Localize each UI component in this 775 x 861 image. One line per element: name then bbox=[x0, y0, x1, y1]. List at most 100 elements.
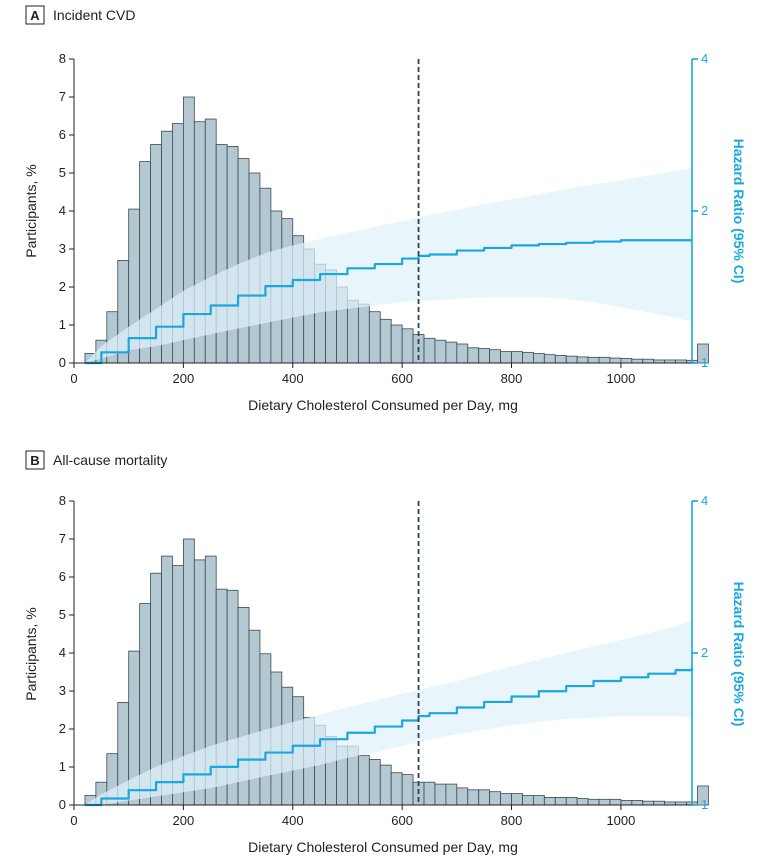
panel-b-x-tick-label: 200 bbox=[173, 813, 195, 828]
panel-b-letter-box bbox=[25, 450, 45, 470]
panel-a-y-tick-label: 6 bbox=[59, 127, 66, 142]
panel-b-hazard-ratio-line bbox=[84, 667, 694, 807]
panel-a-histogram-bar bbox=[697, 343, 709, 364]
panel-b-y-tick-label: 1 bbox=[59, 759, 66, 774]
panel-a-histogram-bar bbox=[467, 347, 480, 364]
panel-b-histogram-bar bbox=[697, 785, 709, 806]
panel-a-histogram-bar bbox=[511, 351, 523, 364]
panel-a-title: Incident CVD bbox=[53, 7, 135, 23]
panel-a-histogram-bar bbox=[347, 299, 359, 364]
panel-b-y-tick-label: 0 bbox=[59, 797, 66, 812]
panel-b-histogram-bar bbox=[642, 800, 655, 806]
panel-a-histogram-bar bbox=[532, 353, 545, 364]
panel-b-y-right-tick-label: 1 bbox=[701, 797, 708, 812]
panel-b: B All-cause mortality 0 1 2 3 4 5 6 7 8 0 200 400 60… bbox=[23, 450, 747, 855]
panel-a-histogram-bar bbox=[642, 358, 655, 364]
panel-a-y-right-axis-title: Hazard Ratio (95% CI) bbox=[731, 139, 747, 284]
panel-a-histogram-bar bbox=[598, 356, 611, 364]
panel-b-x-axis-title: Dietary Cholesterol Consumed per Day, mg bbox=[248, 839, 518, 855]
panel-b-x-tick-label: 1000 bbox=[606, 813, 635, 828]
panel-b-histogram-bar bbox=[456, 787, 469, 806]
panel-a-histogram-bar bbox=[401, 328, 414, 364]
panel-a-histogram-bar bbox=[620, 358, 633, 364]
panel-b-histogram-bar bbox=[598, 798, 611, 806]
panel-b-histogram-bar bbox=[576, 798, 589, 806]
panel-a-histogram-bar bbox=[522, 351, 534, 364]
panel-a-y-tick-label: 5 bbox=[59, 165, 66, 180]
panel-b-histogram-bar bbox=[357, 755, 370, 806]
panel-a-histogram-bar bbox=[478, 348, 491, 364]
panel-a-histogram-bar bbox=[390, 324, 403, 364]
panel-a-marks: 0 1 2 3 4 5 6 7 8 0 200 400 600 800 1000 1 2 4 bbox=[59, 51, 709, 386]
panel-a-x-tick-label: 0 bbox=[70, 371, 77, 386]
panel-a-y-tick-label: 7 bbox=[59, 89, 66, 104]
panel-b-histogram-bar bbox=[390, 772, 403, 806]
panel-b-histogram-bar bbox=[379, 764, 392, 806]
panel-a-histogram-bar bbox=[456, 343, 469, 364]
panel-b-y-tick-label: 3 bbox=[59, 683, 66, 698]
panel-a-histogram-bar bbox=[226, 145, 239, 364]
panel-a-y-tick-label: 0 bbox=[59, 355, 66, 370]
panel-a-histogram-bar bbox=[379, 318, 392, 364]
panel-a-y-right-tick-label: 4 bbox=[701, 51, 708, 66]
panel-a-y-tick-label: 1 bbox=[59, 317, 66, 332]
panel-a-histogram-bar bbox=[500, 351, 512, 364]
panel-b-histogram-bar bbox=[478, 789, 491, 806]
panel-b-x-tick-label: 400 bbox=[282, 813, 304, 828]
panel-b-histogram-bar bbox=[368, 759, 381, 806]
panel-a-histogram-bar bbox=[609, 357, 622, 364]
panel-a-histogram-bar bbox=[554, 354, 567, 364]
panel-b-histogram-bar bbox=[620, 800, 633, 806]
panel-a-y-tick-label: 4 bbox=[59, 203, 66, 218]
panel-a-y-axis-title: Participants, % bbox=[23, 164, 39, 257]
panel-a-y-tick-label: 3 bbox=[59, 241, 66, 256]
panel-b-y-right-tick-label: 4 bbox=[701, 493, 708, 508]
panel-b-letter: B bbox=[30, 453, 39, 468]
panel-a: A Incident CVD 0 1 2 3 4 5 6 7 8 0 200 400 600 800 100… bbox=[23, 5, 747, 413]
panel-b-y-tick-label: 2 bbox=[59, 721, 66, 736]
panel-b-ci-band bbox=[84, 621, 693, 805]
panel-b-x-tick-label: 600 bbox=[391, 813, 413, 828]
panel-a-histogram-bar bbox=[587, 356, 600, 364]
panel-a-histogram-bar bbox=[565, 355, 578, 364]
panel-a-y-tick-label: 8 bbox=[59, 51, 66, 66]
panel-b-histogram-bar bbox=[609, 798, 622, 806]
panel-a-histogram-bar bbox=[434, 339, 447, 364]
panel-b-x-tick-label: 0 bbox=[70, 813, 77, 828]
panel-a-y-right-tick-label: 2 bbox=[701, 203, 708, 218]
panel-b-y-tick-label: 7 bbox=[59, 531, 66, 546]
panel-b-histogram-bar bbox=[543, 797, 556, 806]
panel-a-ci-band bbox=[84, 168, 693, 363]
panel-b-y-tick-label: 6 bbox=[59, 569, 66, 584]
panel-b-histogram-bar bbox=[500, 793, 512, 806]
panel-b-y-right-axis-title: Hazard Ratio (95% CI) bbox=[731, 582, 747, 727]
panel-b-histogram-bar bbox=[467, 789, 480, 806]
panel-b-histogram-bar bbox=[587, 798, 600, 806]
panel-b-histogram-bar bbox=[631, 800, 644, 806]
panel-a-x-tick-label: 1000 bbox=[606, 371, 635, 386]
panel-a-histogram-bar bbox=[576, 356, 589, 364]
panel-a-x-tick-label: 800 bbox=[501, 371, 523, 386]
panel-b-title: All-cause mortality bbox=[53, 452, 167, 468]
panel-a-letter: A bbox=[30, 8, 40, 23]
panel-b-histogram-bar bbox=[489, 791, 501, 806]
panel-b-histogram-bar bbox=[653, 800, 666, 806]
panel-a-y-tick-label: 2 bbox=[59, 279, 66, 294]
panel-b-x-tick-label: 800 bbox=[501, 813, 523, 828]
panel-a-letter-box bbox=[25, 5, 45, 25]
panel-a-y-right-tick-label: 1 bbox=[701, 355, 708, 370]
panel-a-x-axis-title: Dietary Cholesterol Consumed per Day, mg bbox=[248, 397, 518, 413]
panel-a-x-tick-label: 600 bbox=[391, 371, 413, 386]
panel-a-histogram-bar bbox=[631, 358, 644, 364]
panel-b-histogram-bar bbox=[522, 795, 534, 806]
panel-b-histogram-bar bbox=[532, 795, 545, 806]
panel-b-histogram-bar bbox=[423, 781, 436, 806]
panel-b-histogram-bar bbox=[445, 783, 458, 806]
panel-b-y-tick-label: 4 bbox=[59, 645, 66, 660]
panel-b-histogram-bar bbox=[401, 774, 414, 806]
panel-a-histogram-bar bbox=[357, 303, 370, 364]
panel-a-hazard-ratio-line bbox=[84, 239, 692, 365]
panel-b-y-tick-label: 8 bbox=[59, 493, 66, 508]
